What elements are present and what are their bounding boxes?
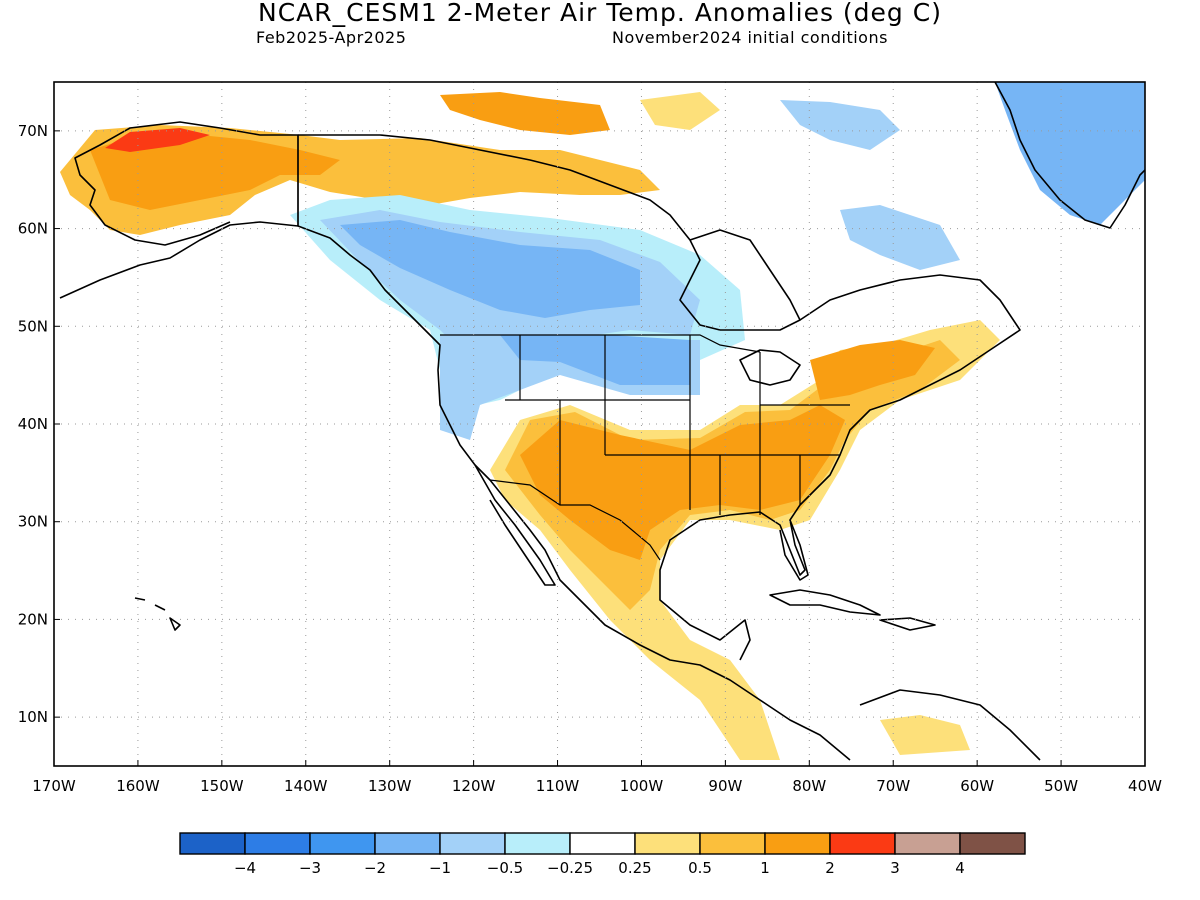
great-lakes <box>739 349 801 386</box>
lon-tick-label: 130W <box>368 777 412 795</box>
arctic-coastline <box>298 134 721 331</box>
region-northeast-warm <box>810 340 935 400</box>
anomaly-layer <box>60 82 1145 760</box>
colorbar-label: −1 <box>429 859 451 877</box>
lon-tick-label: 110W <box>536 777 580 795</box>
colorbar-label: 0.25 <box>618 859 651 877</box>
colorbar-label: −4 <box>234 859 256 877</box>
region-greenland-cool <box>995 82 1145 225</box>
lat-tick-label: 10N <box>18 708 48 726</box>
lon-tick-label: 150W <box>200 777 244 795</box>
southamerica-coastline <box>859 689 1041 761</box>
colorbar: −4 −3 −2 −1 −0.5 −0.25 0.25 0.5 1 2 3 4 <box>179 832 1026 877</box>
lon-tick-label: 120W <box>452 777 496 795</box>
initial-conditions: November2024 initial conditions <box>612 28 888 47</box>
region-us-warm-core <box>520 405 845 560</box>
lon-tick-label: 140W <box>284 777 328 795</box>
colorbar-swatch <box>309 832 376 855</box>
lat-tick-label: 30N <box>18 513 48 531</box>
us-mexico-border <box>489 479 661 561</box>
colorbar-swatch <box>504 832 571 855</box>
baja-coastline <box>474 464 556 586</box>
florida-coastline <box>779 519 809 581</box>
colorbar-swatch <box>829 832 896 855</box>
region-canada-cooler <box>340 220 640 318</box>
colorbar-swatch <box>894 832 961 855</box>
lon-tick-label: 100W <box>620 777 664 795</box>
lon-tick-label: 50W <box>1044 777 1078 795</box>
colorbar-label: 0.5 <box>688 859 712 877</box>
lat-tick-label: 50N <box>18 317 48 335</box>
region-north-plains-cool <box>500 335 690 385</box>
region-hudson-cool <box>780 100 900 150</box>
greenland-coastline <box>994 82 1145 229</box>
cuba-coastline <box>769 589 881 616</box>
colorbar-swatch <box>569 832 636 855</box>
colorbar-label: −2 <box>364 859 386 877</box>
coastline-layer <box>59 82 1145 761</box>
hudson-bay-coastline <box>689 229 801 331</box>
us-canada-border <box>440 334 761 353</box>
hispaniola-coastline <box>879 617 936 631</box>
colorbar-label: 4 <box>955 859 965 877</box>
lon-tick-label: 70W <box>876 777 910 795</box>
lon-tick-label: 40W <box>1128 777 1162 795</box>
lat-tick-label: 20N <box>18 610 48 628</box>
region-southamerica-warm <box>880 715 970 755</box>
latitude-axis: 70N 60N 50N 40N 30N 20N 10N <box>18 122 60 726</box>
colorbar-swatch <box>244 832 311 855</box>
region-us-warm-light <box>490 320 1000 760</box>
colorbar-label: 1 <box>760 859 770 877</box>
west-coastline <box>297 225 851 761</box>
lon-tick-label: 170W <box>32 777 76 795</box>
colorbar-swatch <box>959 832 1026 855</box>
region-arctic-warm <box>440 92 610 135</box>
colorbar-label: 3 <box>890 859 900 877</box>
lon-tick-label: 60W <box>960 777 994 795</box>
lon-tick-label: 80W <box>792 777 826 795</box>
map-title: NCAR_CESM1 2-Meter Air Temp. Anomalies (… <box>258 0 942 27</box>
lat-tick-label: 60N <box>18 220 48 238</box>
region-alaska-darker <box>90 135 340 210</box>
longitude-axis: 170W 160W 150W 140W 130W 120W 110W 100W 90W 80W 70… <box>32 760 1162 795</box>
colorbar-swatch <box>764 832 831 855</box>
colorbar-label: −3 <box>299 859 321 877</box>
lon-tick-label: 160W <box>116 777 160 795</box>
colorbar-label: 2 <box>825 859 835 877</box>
colorbar-swatch <box>439 832 506 855</box>
colorbar-swatch <box>699 832 766 855</box>
border-layer <box>297 135 850 561</box>
lon-tick-label: 90W <box>708 777 742 795</box>
lat-tick-label: 70N <box>18 122 48 140</box>
colorbar-swatch <box>179 832 246 855</box>
region-alaska-hot <box>105 128 210 152</box>
colorbar-label: −0.25 <box>547 859 593 877</box>
hawaii-islands <box>134 597 181 631</box>
colorbar-swatch <box>634 832 701 855</box>
colorbar-label: −0.5 <box>487 859 523 877</box>
us-state-lines <box>505 335 850 515</box>
colorbar-swatch <box>374 832 441 855</box>
forecast-period: Feb2025-Apr2025 <box>256 28 407 47</box>
alaska-coastline <box>59 121 299 299</box>
lat-tick-label: 40N <box>18 415 48 433</box>
region-arctic-light <box>640 92 720 130</box>
region-quebec-cool <box>840 205 960 270</box>
